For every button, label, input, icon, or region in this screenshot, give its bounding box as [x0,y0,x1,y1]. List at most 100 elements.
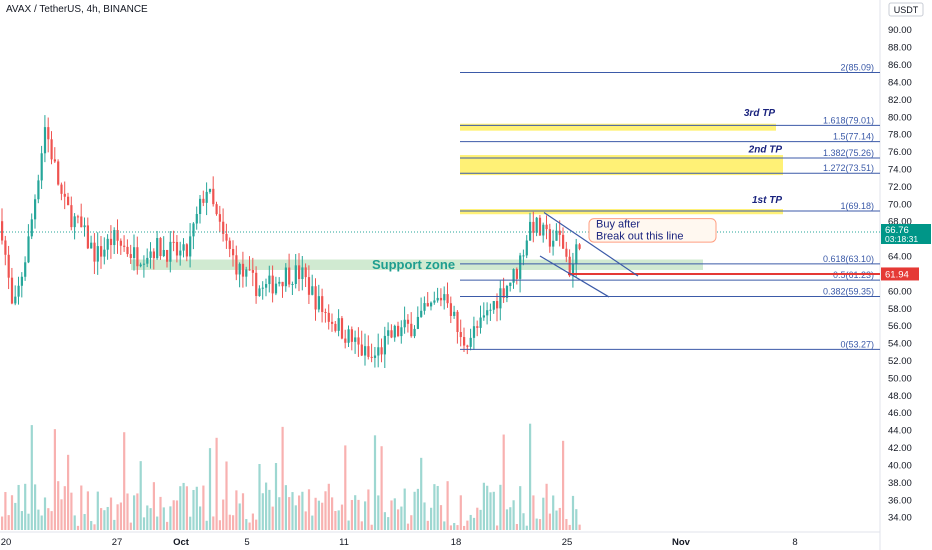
candle-body [364,346,367,356]
price-tick-label: 48.00 [888,391,912,402]
candle-body [251,270,254,273]
volume-bar [515,523,518,530]
tp2-highlight [460,155,783,176]
candle-body [301,267,304,280]
candle-body [380,347,383,355]
time-tick-label: Nov [672,537,691,548]
volume-bar [347,520,350,530]
volume-bar [426,520,429,530]
candle-body [245,269,248,277]
volume-bar [400,506,403,530]
volume-bar [123,432,126,530]
volume-bar [542,497,545,530]
candle-body [377,347,380,356]
volume-bar [360,521,363,530]
price-tick-label: 60.00 [888,286,912,297]
candle-body [208,188,212,192]
candle-body [83,225,86,228]
candle-body [7,254,10,278]
volume-bar [476,507,479,530]
candle-body [410,323,413,337]
candle-body [235,255,238,275]
volume-bar [208,448,212,530]
candle-body [565,248,568,257]
volume-bar [136,493,139,530]
candle-body [156,238,159,259]
volume-bar [350,499,353,530]
candle-body [20,276,23,286]
price-tick-label: 54.00 [888,339,912,350]
volume-bar [535,518,538,530]
volume-bar [433,484,436,530]
volume-bar [248,522,251,530]
volume-bar [70,492,73,530]
volume-bar [76,525,80,530]
volume-bar [291,492,294,530]
price-tick-label: 84.00 [888,77,912,88]
chart-title: AVAX / TetherUS, 4h, BINANCE [6,4,148,15]
volume-bar [413,491,416,530]
volume-bar [251,513,254,530]
candle-body [347,329,350,343]
price-tick-label: 56.00 [888,321,912,332]
volume-bar [152,482,155,530]
candle-body [337,318,340,331]
candle-body [476,326,479,328]
candle-body [136,247,139,267]
candle-body [261,287,264,289]
volume-bar [100,508,103,530]
candle-body [80,216,83,228]
volume-bar [439,505,443,530]
candle-body [456,311,459,332]
candle-body [387,330,390,336]
volume-bar [90,521,93,530]
candle-body [182,244,185,251]
volume-bar [364,501,367,530]
candle-body [463,337,466,346]
candle-body [433,300,436,303]
price-tick-label: 58.00 [888,304,912,315]
volume-bar [50,511,53,530]
volume-bar [324,491,327,530]
volume-bar [512,500,515,530]
volume-bar [387,517,390,530]
candle-body [215,204,218,215]
candle-body [14,296,17,304]
volume-bar [192,489,195,530]
volume-bar [466,520,469,530]
volume-bar [212,516,215,530]
candle-body [268,275,271,285]
candle-body [529,221,532,241]
volume-bar [228,514,231,530]
volume-bar [182,482,185,530]
volume-bar [406,523,410,530]
candle-body [350,329,353,342]
volume-bar [317,500,320,530]
candle-body [119,240,122,246]
volume-bar [340,504,344,530]
volume-bar [334,510,337,530]
candle-body [27,236,30,263]
callout-box [588,218,717,243]
candle-body [142,263,146,265]
candle-body [340,318,344,339]
candle-body [255,272,258,297]
volume-bar [383,512,386,530]
candle-body [397,325,400,337]
candle-body [555,230,558,241]
volume-bar [57,481,60,530]
candle-body [532,221,535,233]
price-tick-label: 88.00 [888,43,912,54]
volume-bar [357,499,360,530]
candle-body [367,346,370,357]
marker-price-tag: 61.94 [881,267,919,281]
candle-body [202,198,205,203]
volume-bar [578,524,581,530]
volume-bar [255,519,258,530]
candle-body [331,321,334,324]
volume-bar [14,502,17,530]
volume-bar [1,516,4,530]
candle-body [509,282,512,286]
candle-body [430,302,433,307]
